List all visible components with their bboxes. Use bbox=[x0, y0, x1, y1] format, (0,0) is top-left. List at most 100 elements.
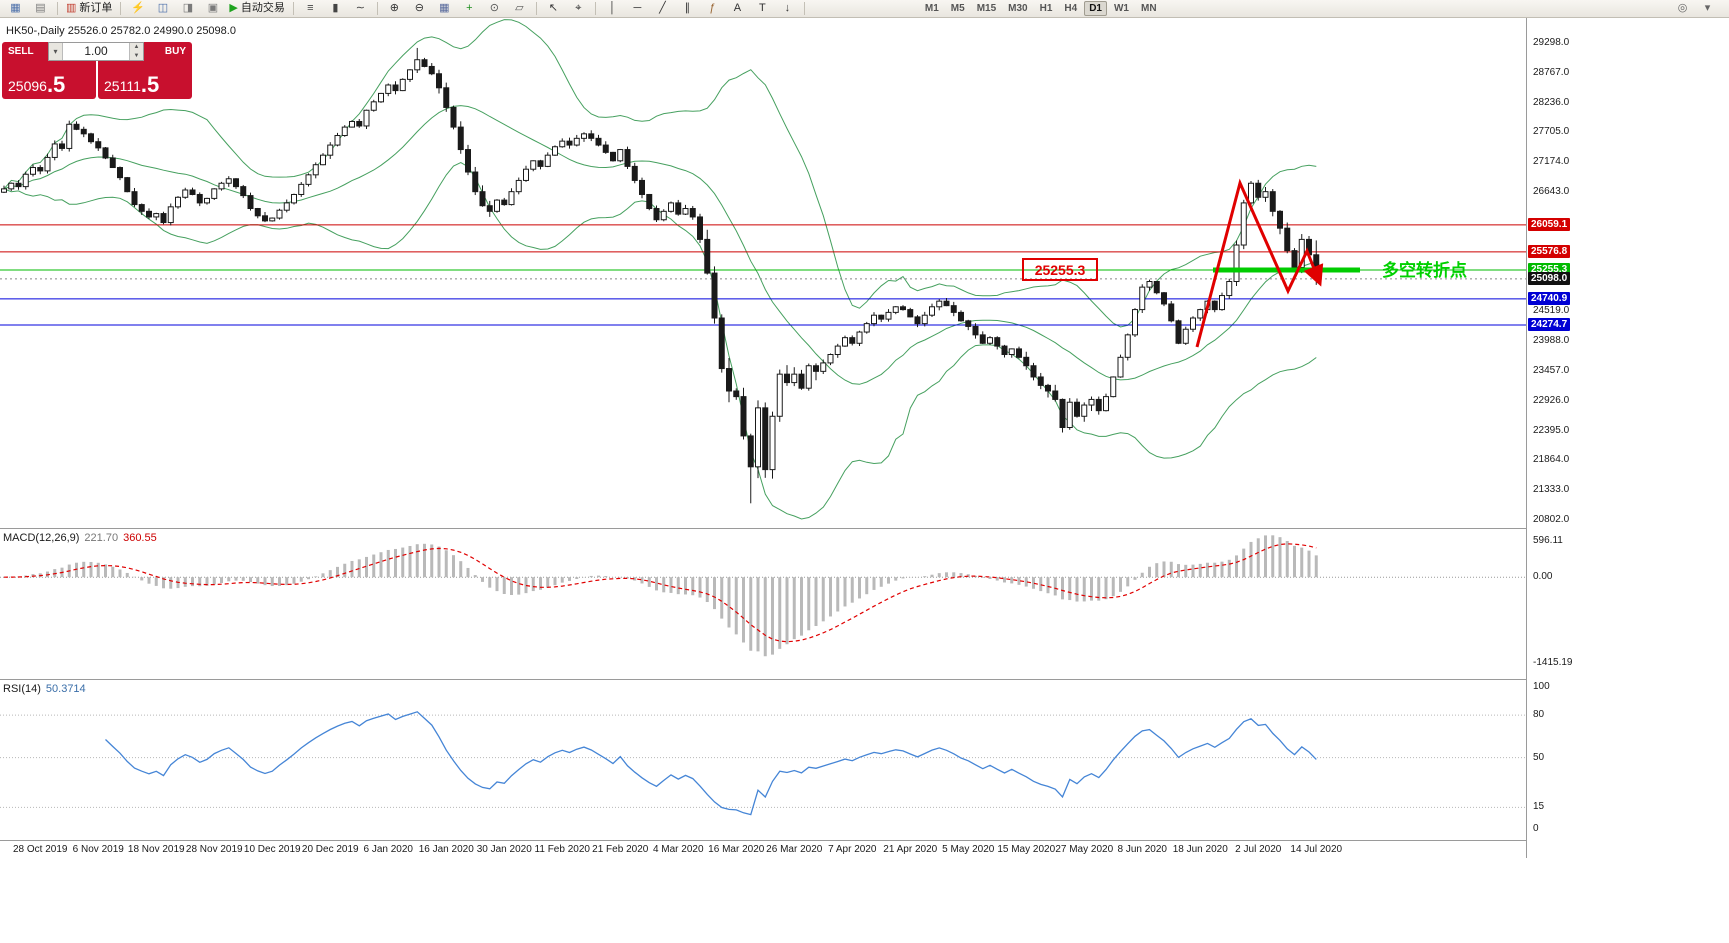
buy-button[interactable]: 25111.5 bbox=[98, 61, 192, 99]
timeframe-h1[interactable]: H1 bbox=[1039, 3, 1053, 14]
price-annotation-box[interactable]: 25255.3 bbox=[1022, 258, 1098, 281]
profiles-icon[interactable]: ▤ bbox=[29, 0, 52, 17]
line-chart-icon[interactable]: ∼ bbox=[349, 0, 372, 17]
chart-title: HK50-,Daily 25526.0 25782.0 24990.0 2509… bbox=[6, 25, 236, 37]
date-label: 4 Mar 2020 bbox=[652, 844, 704, 855]
buy-tab-label[interactable]: BUY bbox=[144, 42, 192, 61]
date-label: 28 Oct 2019 bbox=[13, 844, 68, 855]
bollinger-bands bbox=[3, 19, 1317, 520]
toolbar-spacer bbox=[809, 8, 919, 9]
bar-chart-icon[interactable]: ≡ bbox=[299, 0, 322, 17]
chart-objects[interactable] bbox=[1195, 178, 1360, 348]
bar-chart-icon-glyph: ≡ bbox=[307, 2, 314, 14]
date-label: 30 Jan 2020 bbox=[476, 844, 532, 855]
price-badge: 25098.0 bbox=[1528, 271, 1571, 285]
toolbar-separator bbox=[535, 2, 537, 15]
date-label: 18 Jun 2020 bbox=[1172, 844, 1228, 855]
new-order-button[interactable]: ▥ 新订单 bbox=[63, 0, 115, 17]
date-label: 27 May 2020 bbox=[1055, 844, 1114, 855]
macd-histogram bbox=[9, 535, 1318, 657]
one-click-trading-panel: SELL ▾ 1.00 ▲ ▼ BUY 25096.5 25111.5 bbox=[2, 42, 192, 99]
date-label: 20 Dec 2019 bbox=[301, 844, 359, 855]
navigator-icon[interactable]: ◨ bbox=[176, 0, 199, 17]
cursor-icon[interactable]: ↖ bbox=[542, 0, 565, 17]
candlestick-chart-icon[interactable]: ▮ bbox=[324, 0, 347, 17]
timeframe-mn[interactable]: MN bbox=[1140, 3, 1157, 14]
horizontal-line-icon[interactable]: ─ bbox=[626, 0, 649, 17]
timeframe-h4[interactable]: H4 bbox=[1064, 3, 1078, 14]
axis-label: 20802.0 bbox=[1533, 514, 1570, 526]
new-chart-icon[interactable]: ▦ bbox=[4, 0, 27, 17]
price-axis[interactable]: 29298.0 28767.0 28236.0 27705.0 27174.0 26643… bbox=[1527, 0, 1727, 860]
timeframe-w1[interactable]: W1 bbox=[1113, 3, 1129, 14]
search-icon[interactable]: ◎ bbox=[1677, 2, 1688, 14]
toolbar-separator bbox=[594, 2, 596, 15]
volume-dropdown-icon[interactable]: ▾ bbox=[49, 43, 63, 60]
zoom-out-icon[interactable]: ⊖ bbox=[408, 0, 431, 17]
text-label-icon[interactable]: T bbox=[751, 0, 774, 17]
axis-label: 27705.0 bbox=[1533, 126, 1570, 138]
axis-label: -1415.19 bbox=[1533, 656, 1573, 668]
templates-icon[interactable]: ▱ bbox=[508, 0, 531, 17]
macd-signal-line bbox=[3, 543, 1317, 643]
toolbar-separator bbox=[120, 2, 122, 15]
sell-button[interactable]: 25096.5 bbox=[2, 61, 96, 99]
horizontal-lines[interactable] bbox=[0, 224, 1527, 326]
volume-down-icon[interactable]: ▼ bbox=[130, 51, 143, 60]
periods-icon[interactable]: ⊙ bbox=[483, 0, 506, 17]
price-badge: 24274.7 bbox=[1528, 318, 1571, 332]
date-label: 18 Nov 2019 bbox=[127, 844, 185, 855]
expert-advisors-icon[interactable]: ⚡ bbox=[126, 0, 149, 17]
indicators-icon[interactable]: + bbox=[458, 0, 481, 17]
timeframe-m15[interactable]: M15 bbox=[976, 3, 997, 14]
date-label: 2 Jul 2020 bbox=[1235, 844, 1282, 855]
text-label-icon-glyph: T bbox=[759, 2, 766, 14]
toolbar-separator bbox=[57, 2, 58, 15]
date-label: 16 Mar 2020 bbox=[708, 844, 765, 855]
timeframe-d1[interactable]: D1 bbox=[1084, 1, 1107, 16]
tile-windows-icon[interactable]: ▦ bbox=[433, 0, 456, 17]
quick-menu-icon[interactable]: ▾ bbox=[1704, 2, 1711, 14]
terminal-icon[interactable]: ▣ bbox=[201, 0, 224, 17]
timeframe-group: M1 M5 M15 M30 H1 H4 D1 W1 MN bbox=[919, 1, 1163, 16]
new-order-button-label: 新订单 bbox=[79, 2, 113, 14]
date-label: 6 Jan 2020 bbox=[363, 844, 414, 855]
sell-tab-label[interactable]: SELL bbox=[2, 42, 48, 61]
main-chart[interactable] bbox=[0, 0, 1527, 860]
navigator-icon-glyph: ◨ bbox=[182, 2, 194, 14]
axis-label: 15 bbox=[1533, 801, 1545, 813]
timeframe-m1[interactable]: M1 bbox=[924, 3, 939, 14]
volume-up-icon[interactable]: ▲ bbox=[130, 43, 143, 52]
trend-arrow[interactable] bbox=[1195, 178, 1324, 348]
macd-label: MACD(12,26,9) 221.70 360.55 bbox=[3, 532, 157, 544]
timeframe-m5[interactable]: M5 bbox=[950, 3, 965, 14]
fibonacci-icon[interactable]: ƒ bbox=[701, 0, 724, 17]
date-label: 6 Nov 2019 bbox=[72, 844, 124, 855]
zoom-out-icon-glyph: ⊖ bbox=[414, 2, 424, 14]
zoom-in-icon[interactable]: ⊕ bbox=[383, 0, 406, 17]
fibonacci-icon-glyph: ƒ bbox=[709, 2, 716, 14]
toolbar-separator bbox=[376, 2, 378, 15]
axis-label: 23457.0 bbox=[1533, 364, 1570, 376]
date-axis[interactable]: 28 Oct 2019 6 Nov 2019 18 Nov 2019 28 Nov 2… bbox=[0, 842, 1527, 858]
text-icon[interactable]: A bbox=[726, 0, 749, 17]
candlestick-chart-icon-glyph: ▮ bbox=[332, 2, 339, 14]
timeframe-m30[interactable]: M30 bbox=[1008, 3, 1028, 14]
line-chart-icon-glyph: ∼ bbox=[355, 2, 365, 14]
date-label: 21 Apr 2020 bbox=[883, 844, 938, 855]
market-watch-icon[interactable]: ◫ bbox=[151, 0, 174, 17]
date-label: 28 Nov 2019 bbox=[185, 844, 243, 855]
trendline-icon[interactable]: ╱ bbox=[651, 0, 674, 17]
channel-icon[interactable]: ∥ bbox=[676, 0, 699, 17]
turning-point-label[interactable]: 多空转折点 bbox=[1382, 261, 1467, 280]
arrows-icon[interactable]: ↓ bbox=[776, 0, 799, 17]
periods-icon-glyph: ⊙ bbox=[489, 2, 499, 14]
toolbar-separator bbox=[803, 2, 805, 15]
cursor-icon-glyph: ↖ bbox=[548, 2, 558, 14]
auto-trading-button[interactable]: ▶ 自动交易 bbox=[226, 0, 287, 17]
volume-input[interactable]: 1.00 bbox=[84, 44, 108, 58]
axis-label: 100 bbox=[1533, 680, 1550, 692]
axis-label: 22395.0 bbox=[1533, 424, 1570, 436]
vertical-line-icon[interactable]: │ bbox=[601, 0, 624, 17]
crosshair-icon[interactable]: ⌖ bbox=[567, 0, 590, 17]
